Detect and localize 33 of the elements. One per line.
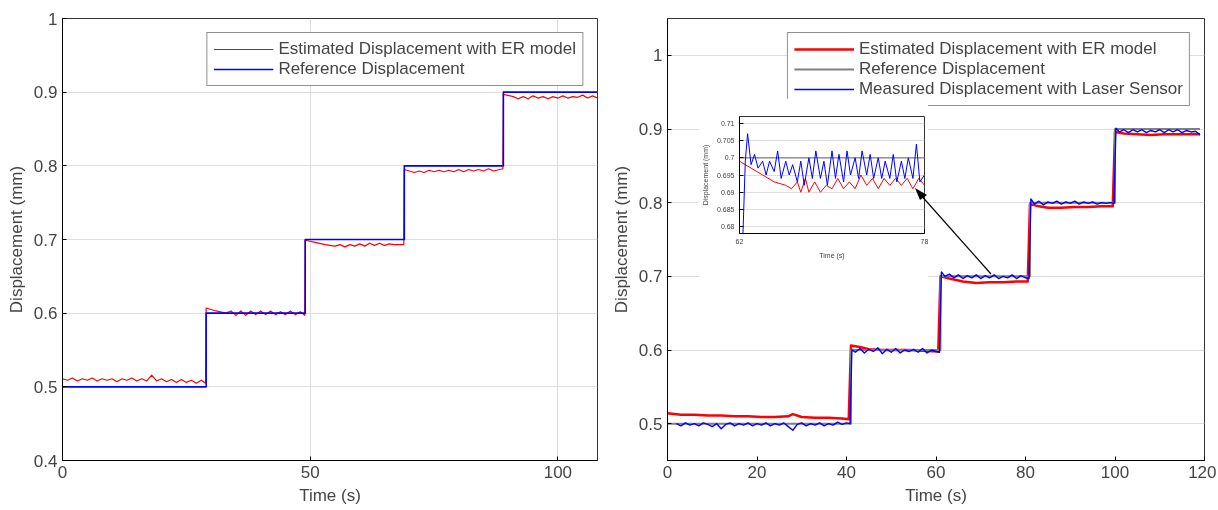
y-tick-label: 0.5 — [33, 377, 58, 397]
y-tick-label: 0.7 — [33, 230, 58, 250]
legend-label: Reference Displacement — [278, 59, 465, 79]
x-tick-label: 40 — [837, 462, 856, 482]
legend-label: Measured Displacement with Laser Sensor — [858, 79, 1183, 99]
x-tick-label: 60 — [926, 462, 946, 482]
x-tick-label: 0 — [57, 462, 68, 482]
x-axis-title: Time (s) — [905, 485, 967, 505]
y-tick-label: 0.8 — [638, 193, 663, 213]
x-tick-label: 100 — [543, 462, 573, 482]
y-tick-label: 0.9 — [638, 120, 663, 139]
x-tick-label: 120 — [1188, 462, 1217, 482]
x-tick-label: 80 — [1016, 462, 1035, 482]
y-tick-label: 0.6 — [638, 341, 663, 360]
y-axis-title: Displacement (mm) — [611, 165, 631, 314]
y-tick-label: 1 — [48, 9, 58, 29]
y-tick-label: 1 — [653, 46, 663, 66]
y-axis-title: Displacement (mm) — [6, 165, 26, 314]
y-tick-label: 0.6 — [33, 304, 58, 324]
y-tick-label: 0.8 — [33, 156, 58, 176]
y-tick-label: 0.5 — [638, 414, 663, 434]
x-axis-title: Time (s) — [299, 485, 361, 505]
x-tick-label: 100 — [1100, 462, 1130, 482]
y-tick-label: 0.9 — [33, 83, 58, 103]
y-tick-label: 0.7 — [638, 267, 663, 287]
legend-label: Estimated Displacement with ER model — [858, 39, 1157, 59]
x-tick-label: 20 — [747, 462, 767, 482]
legend-label: Estimated Displacement with ER model — [278, 39, 576, 59]
y-tick-label: 0.4 — [33, 451, 58, 471]
line-series — [739, 160, 925, 193]
x-tick-label: 50 — [300, 462, 320, 482]
x-tick-label: 0 — [662, 462, 673, 482]
legend-label: Reference Displacement — [858, 59, 1046, 79]
